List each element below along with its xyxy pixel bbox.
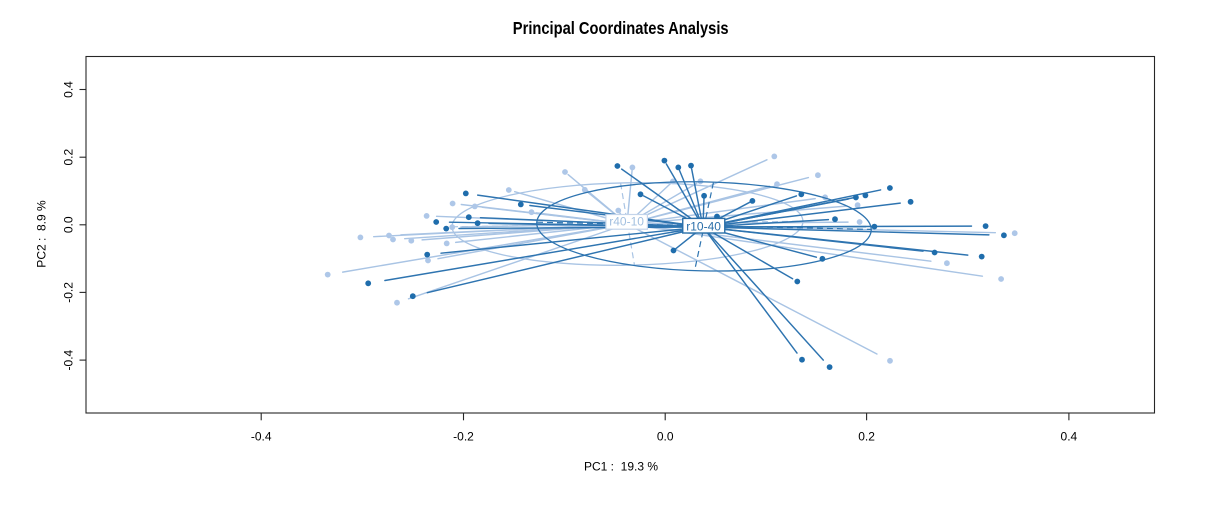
svg-text:0.4: 0.4 — [1061, 430, 1078, 444]
svg-text:0.2: 0.2 — [62, 149, 76, 166]
svg-text:Principal Coordinates Analysis: Principal Coordinates Analysis — [513, 18, 729, 38]
svg-text:0.4: 0.4 — [62, 81, 76, 98]
svg-text:-0.2: -0.2 — [453, 430, 474, 444]
svg-text:-0.2: -0.2 — [62, 282, 76, 303]
svg-text:0.0: 0.0 — [657, 430, 674, 444]
svg-text:r40-10: r40-10 — [609, 215, 644, 229]
svg-text:PC1 : 19.3 %: PC1 : 19.3 % — [584, 459, 658, 473]
svg-text:0.2: 0.2 — [858, 430, 875, 444]
svg-text:PC2 : 8.9 %: PC2 : 8.9 % — [35, 200, 49, 268]
svg-text:r10-40: r10-40 — [686, 220, 721, 234]
svg-text:0.0: 0.0 — [62, 216, 76, 233]
svg-text:-0.4: -0.4 — [62, 349, 76, 370]
svg-text:-0.4: -0.4 — [251, 430, 272, 444]
